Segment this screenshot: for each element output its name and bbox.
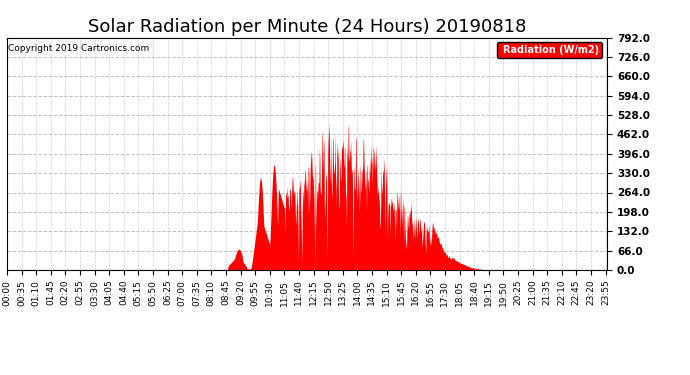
Title: Solar Radiation per Minute (24 Hours) 20190818: Solar Radiation per Minute (24 Hours) 20… bbox=[88, 18, 526, 36]
Text: Copyright 2019 Cartronics.com: Copyright 2019 Cartronics.com bbox=[8, 45, 149, 54]
Legend: Radiation (W/m2): Radiation (W/m2) bbox=[497, 42, 602, 58]
